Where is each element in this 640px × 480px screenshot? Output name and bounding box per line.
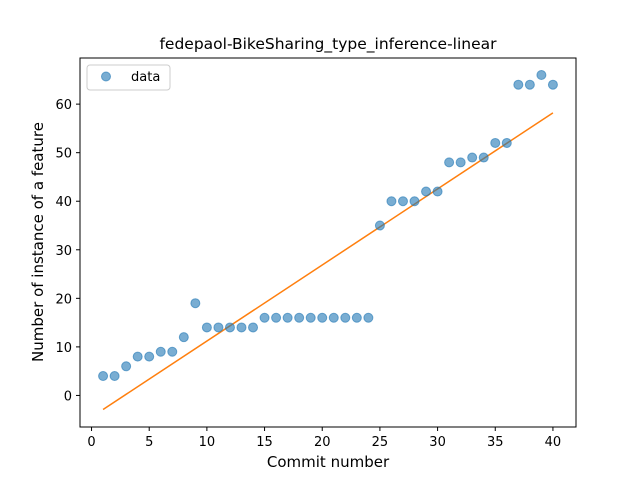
data-point	[132, 351, 143, 362]
data-point	[547, 79, 558, 90]
data-point	[236, 322, 247, 333]
fit-line	[102, 112, 554, 411]
data-point	[467, 152, 478, 163]
data-point	[524, 79, 535, 90]
legend-box	[86, 64, 171, 91]
data-point	[98, 371, 109, 382]
plot-area	[98, 69, 558, 411]
data-point	[386, 196, 397, 207]
y-axis-title: Number of instance of a feature	[29, 122, 47, 362]
data-point	[224, 322, 235, 333]
y-tick-label: 60	[55, 98, 72, 113]
data-point	[271, 312, 282, 323]
x-tick-label: 15	[256, 435, 273, 450]
data-point	[282, 312, 293, 323]
data-point	[363, 312, 374, 323]
data-point	[190, 298, 201, 309]
data-point	[144, 351, 155, 362]
data-point	[409, 196, 420, 207]
data-point	[421, 186, 432, 197]
data-point	[213, 322, 224, 333]
data-point	[513, 79, 524, 90]
data-point	[155, 346, 166, 357]
legend-marker-data	[101, 71, 111, 82]
data-point	[478, 152, 489, 163]
data-point	[432, 186, 443, 197]
chart-title: fedepaol-BikeSharing_type_inference-line…	[159, 35, 497, 54]
data-point	[444, 157, 455, 168]
data-point	[340, 312, 351, 323]
y-tick-label: 20	[55, 292, 72, 307]
legend-label-data: data	[131, 70, 160, 85]
data-point	[317, 312, 328, 323]
data-point	[121, 361, 132, 372]
x-tick-label: 30	[429, 435, 446, 450]
data-point	[109, 371, 120, 382]
data-point	[294, 312, 305, 323]
legend: data	[86, 64, 171, 91]
data-point	[397, 196, 408, 207]
data-point	[201, 322, 212, 333]
data-point	[374, 220, 385, 231]
x-tick-label: 20	[314, 435, 331, 450]
y-tick-label: 50	[55, 147, 72, 162]
data-point	[328, 312, 339, 323]
data-point	[501, 137, 512, 148]
x-tick-label: 25	[372, 435, 389, 450]
data-point	[178, 332, 189, 343]
y-tick-label: 30	[55, 244, 72, 259]
data-point	[248, 322, 259, 333]
y-tick-label: 0	[64, 389, 72, 404]
data-point	[490, 137, 501, 148]
axes: 0 5 10 15 20 25 30 35 40 0 10 20 30 40 50 60	[55, 57, 577, 450]
data-point	[305, 312, 316, 323]
x-tick-label: 10	[199, 435, 216, 450]
x-tick-label: 40	[545, 435, 562, 450]
y-tick-label: 40	[55, 195, 72, 210]
y-tick-label: 10	[55, 341, 72, 356]
data-point	[536, 69, 547, 80]
data-point	[167, 346, 178, 357]
data-point	[259, 312, 270, 323]
data-point	[351, 312, 362, 323]
axes-frame	[79, 57, 577, 428]
data-point	[455, 157, 466, 168]
x-tick-label: 5	[145, 435, 153, 450]
x-axis-title: Commit number	[267, 453, 390, 471]
x-tick-label: 0	[87, 435, 95, 450]
x-tick-label: 35	[487, 435, 504, 450]
